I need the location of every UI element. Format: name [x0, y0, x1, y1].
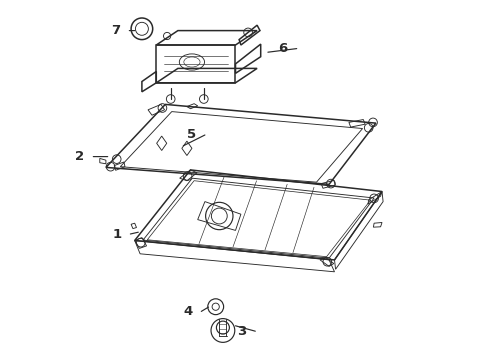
Text: 3: 3	[237, 325, 246, 338]
Text: 7: 7	[111, 24, 120, 37]
Text: 6: 6	[278, 42, 287, 55]
Text: 2: 2	[75, 150, 84, 163]
Text: 1: 1	[112, 228, 121, 240]
Text: 5: 5	[186, 129, 196, 141]
Text: 4: 4	[183, 305, 192, 318]
